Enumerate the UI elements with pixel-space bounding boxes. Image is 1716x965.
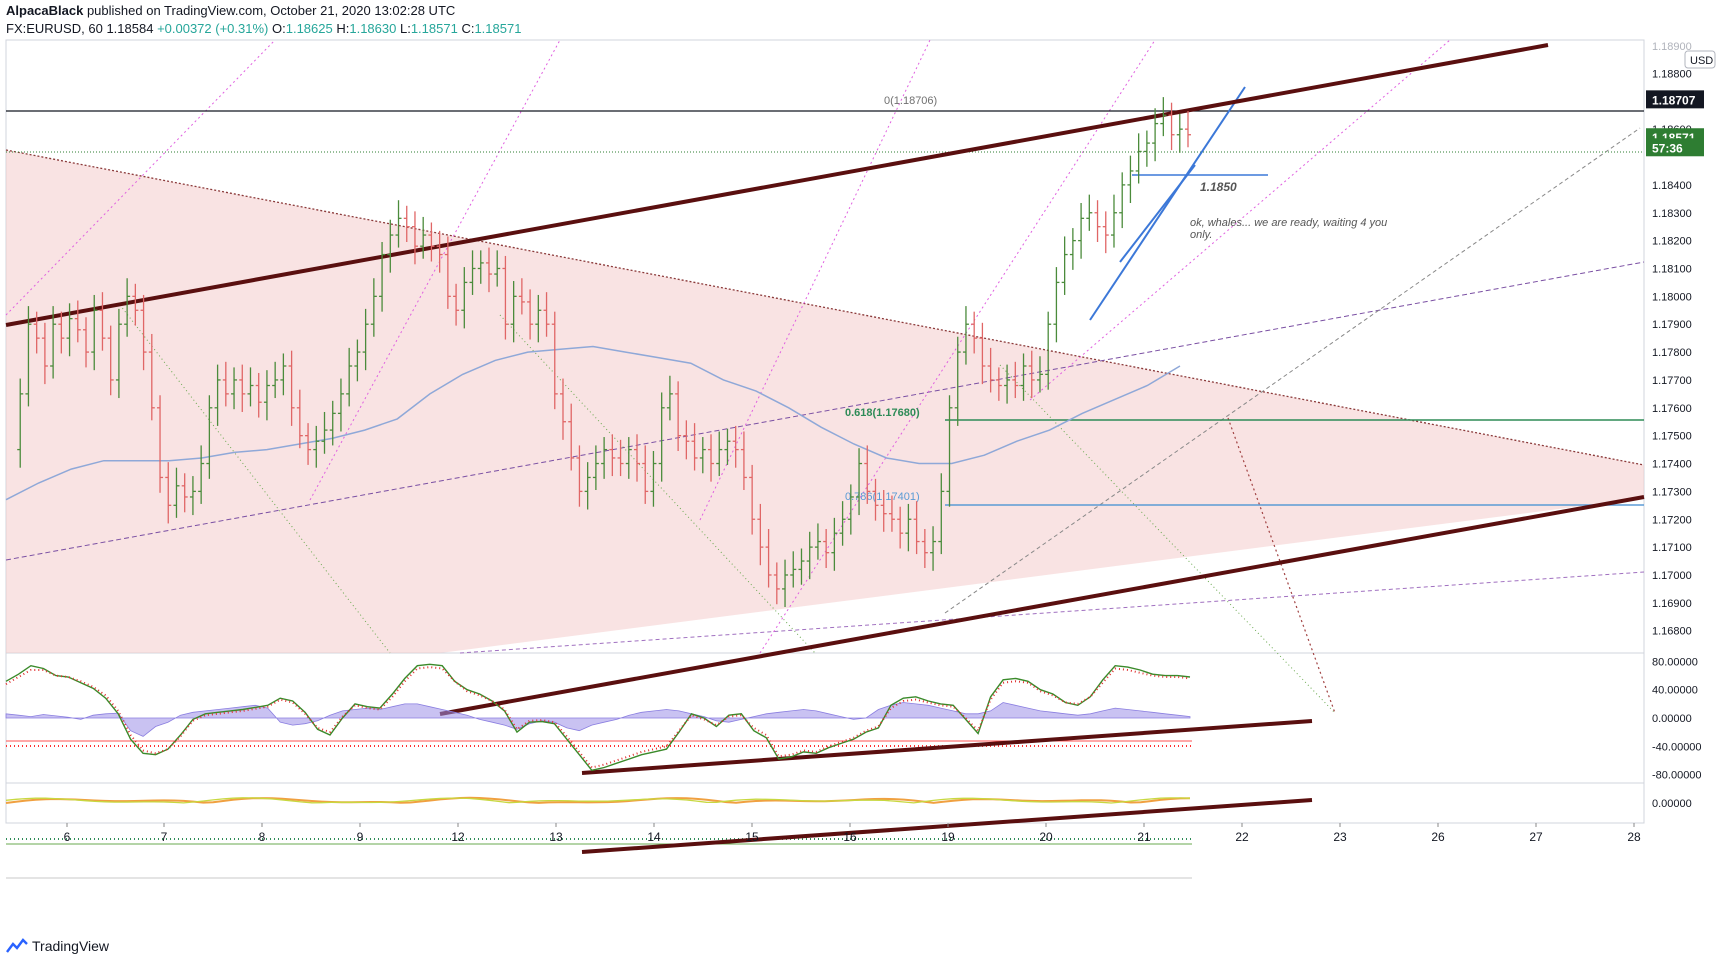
price-axis-tick: 1.16800 [1652,626,1692,638]
low-value: 1.18571 [410,21,458,36]
price-axis-tick: 1.18900 [1652,41,1692,53]
ascending-channel-lower [439,495,1645,716]
projection-dotted [1227,417,1336,714]
price-axis-tick: 1.17600 [1652,403,1692,415]
time-axis-tick: 22 [1235,830,1249,844]
price-axis-tick: 1.17700 [1652,375,1692,387]
bottom-indicator-signal [5,797,1191,804]
currency-badge [1684,50,1716,69]
triangle-pattern-fill [6,150,1644,653]
tradingview-footer[interactable]: TradingView [6,938,109,954]
time-axis-tick: 23 [1333,830,1347,844]
time-axis-tick: 7 [161,830,168,844]
chart-annotation: 0.786(1.17401) [845,491,920,503]
ascending-channel-upper [5,43,1549,327]
price-axis-tick: 1.17800 [1652,347,1692,359]
price-change: +0.00372 (+0.31%) [157,21,269,36]
green-diag-dotted-1 [119,304,391,654]
time-axis-tick: 13 [549,830,563,844]
oscillator-axis-tick: 0.00000 [1652,713,1692,725]
price-label-box [1646,138,1704,157]
currency-label: USD [1690,55,1713,67]
price-axis-tick: 1.18400 [1652,180,1692,192]
high-value: 1.18630 [349,21,397,36]
price-axis-tick: 1.18100 [1652,263,1692,275]
chart-annotation: 0.618(1.17680) [845,407,920,419]
time-axis-tick: 27 [1529,830,1543,844]
gray-trend-dashed [944,127,1641,614]
open-label: O: [272,21,286,36]
oscillator-histogram [5,702,1191,737]
close-label: C: [461,21,475,36]
time-axis-tick: 12 [451,830,465,844]
close-value: 1.18571 [474,21,522,36]
lower-median-dashed [459,571,1645,654]
high-label: H: [336,21,350,36]
price-axis-tick: 1.18300 [1652,208,1692,220]
price-label-box [1646,90,1704,109]
time-axis-tick: 20 [1039,830,1053,844]
author-name[interactable]: AlpacaBlack [6,3,84,18]
open-value: 1.18625 [285,21,333,36]
oscillator-channel-lower [581,798,1313,854]
price-axis-tick: 1.17200 [1652,514,1692,526]
time-axis-tick: 16 [843,830,857,844]
symbol-ohlc-line: FX:EURUSD, 60 1.18584 +0.00372 (+0.31%) … [6,21,521,36]
green-diag-dotted-3 [999,364,1336,714]
whales-note: ok, whales... we are ready, waiting 4 yo… [1190,217,1387,229]
magenta-fan-3 [699,39,931,521]
oscillator-axis-tick: -40.00000 [1652,741,1702,753]
time-axis-tick: 8 [259,830,266,844]
time-axis-tick: 26 [1431,830,1445,844]
footer-brand: TradingView [32,938,110,954]
oscillator-k-line [5,663,1191,772]
symbol-label: FX:EURUSD, 60 [6,21,103,36]
time-axis-tick: 9 [357,830,364,844]
time-axis-tick: 14 [647,830,661,844]
price-axis-tick: 1.17400 [1652,459,1692,471]
price-axis-tick: 1.18800 [1652,68,1692,80]
oscillator-axis-tick: 80.00000 [1652,656,1698,668]
blue-rising-channel-line [1089,86,1246,321]
median-line-dashed [5,261,1645,561]
chart-annotation: 1.1850 [1200,180,1237,194]
whales-note: only. [1190,229,1212,241]
price-axis-tick: 1.17500 [1652,431,1692,443]
time-axis-tick: 21 [1137,830,1151,844]
low-label: L: [399,21,411,36]
chart-annotation: 0(1.18706) [884,95,937,107]
price-axis-tick: 1.17000 [1652,570,1692,582]
price-label-text: 57:36 [1652,141,1683,155]
time-axis-tick: 6 [64,830,71,844]
publish-info: AlpacaBlack published on TradingView.com… [6,3,455,18]
tradingview-logo-icon [6,938,28,953]
oscillator-channel-upper [581,719,1313,775]
magenta-fan-5 [1029,39,1451,401]
price-axis-tick: 1.18200 [1652,236,1692,248]
magenta-fan-2 [309,39,561,501]
publish-date: published on TradingView.com, October 21… [86,3,456,18]
price-axis-tick: 1.17900 [1652,319,1692,331]
price-label-text: 1.18707 [1652,93,1696,107]
time-axis-tick: 19 [941,830,955,844]
price-axis-tick: 1.17100 [1652,542,1692,554]
oscillator-axis-tick: -80.00000 [1652,770,1702,782]
bottom-axis-tick: 0.00000 [1652,798,1692,810]
price-axis-tick: 1.16900 [1652,598,1692,610]
time-axis-tick: 28 [1627,830,1641,844]
oscillator-axis-tick: 40.00000 [1652,685,1698,697]
price-axis-tick: 1.17300 [1652,486,1692,498]
magenta-fan-1 [5,39,276,316]
blue-lower-trend-line [1119,164,1196,263]
time-axis-tick: 15 [745,830,759,844]
last-price: 1.18584 [106,21,154,36]
price-axis-tick: 1.18000 [1652,291,1692,303]
